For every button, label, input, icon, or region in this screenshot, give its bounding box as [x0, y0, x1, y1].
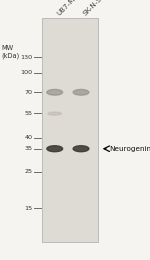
Ellipse shape	[73, 146, 89, 152]
Ellipse shape	[73, 89, 89, 95]
Text: 70: 70	[24, 90, 32, 95]
Text: U87-MG: U87-MG	[56, 0, 81, 17]
Text: SK-N-SH: SK-N-SH	[82, 0, 107, 17]
Ellipse shape	[47, 89, 63, 95]
Ellipse shape	[47, 146, 63, 152]
Text: 40: 40	[24, 135, 32, 140]
Text: Neurogenin2: Neurogenin2	[110, 146, 150, 152]
Text: 100: 100	[20, 70, 32, 75]
Ellipse shape	[48, 112, 61, 115]
Text: MW
(kDa): MW (kDa)	[2, 46, 20, 59]
Text: 35: 35	[24, 146, 32, 151]
Text: 15: 15	[24, 205, 32, 211]
FancyBboxPatch shape	[42, 18, 98, 242]
Text: 25: 25	[24, 169, 32, 174]
Text: 130: 130	[20, 55, 32, 60]
Text: 55: 55	[24, 110, 32, 116]
